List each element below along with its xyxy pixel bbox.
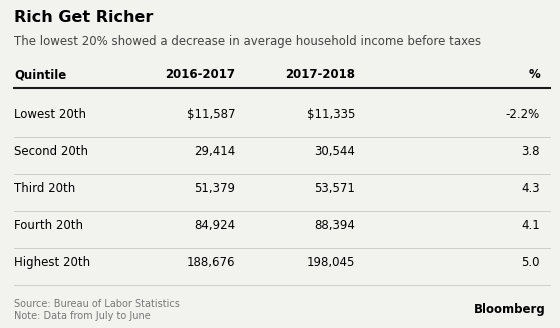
Text: 188,676: 188,676 bbox=[186, 256, 235, 269]
Text: Second 20th: Second 20th bbox=[14, 145, 88, 158]
Text: 84,924: 84,924 bbox=[194, 219, 235, 232]
Text: -2.2%: -2.2% bbox=[506, 108, 540, 121]
Text: Rich Get Richer: Rich Get Richer bbox=[14, 10, 153, 25]
Text: 198,045: 198,045 bbox=[307, 256, 355, 269]
Text: 5.0: 5.0 bbox=[521, 256, 540, 269]
Text: $11,587: $11,587 bbox=[186, 108, 235, 121]
Text: 2017-2018: 2017-2018 bbox=[285, 68, 355, 81]
Text: 30,544: 30,544 bbox=[314, 145, 355, 158]
Text: Quintile: Quintile bbox=[14, 68, 66, 81]
Text: 4.1: 4.1 bbox=[521, 219, 540, 232]
Text: 88,394: 88,394 bbox=[314, 219, 355, 232]
Text: 4.3: 4.3 bbox=[521, 182, 540, 195]
Text: 53,571: 53,571 bbox=[314, 182, 355, 195]
Text: 51,379: 51,379 bbox=[194, 182, 235, 195]
Text: Highest 20th: Highest 20th bbox=[14, 256, 90, 269]
Text: Lowest 20th: Lowest 20th bbox=[14, 108, 86, 121]
Text: 2016-2017: 2016-2017 bbox=[165, 68, 235, 81]
Text: 3.8: 3.8 bbox=[521, 145, 540, 158]
Text: Note: Data from July to June: Note: Data from July to June bbox=[14, 311, 151, 321]
Text: Bloomberg: Bloomberg bbox=[474, 303, 546, 316]
Text: $11,335: $11,335 bbox=[307, 108, 355, 121]
Text: Source: Bureau of Labor Statistics: Source: Bureau of Labor Statistics bbox=[14, 299, 180, 309]
Text: Third 20th: Third 20th bbox=[14, 182, 75, 195]
Text: %: % bbox=[528, 68, 540, 81]
Text: 29,414: 29,414 bbox=[194, 145, 235, 158]
Text: Fourth 20th: Fourth 20th bbox=[14, 219, 83, 232]
Text: The lowest 20% showed a decrease in average household income before taxes: The lowest 20% showed a decrease in aver… bbox=[14, 35, 481, 48]
